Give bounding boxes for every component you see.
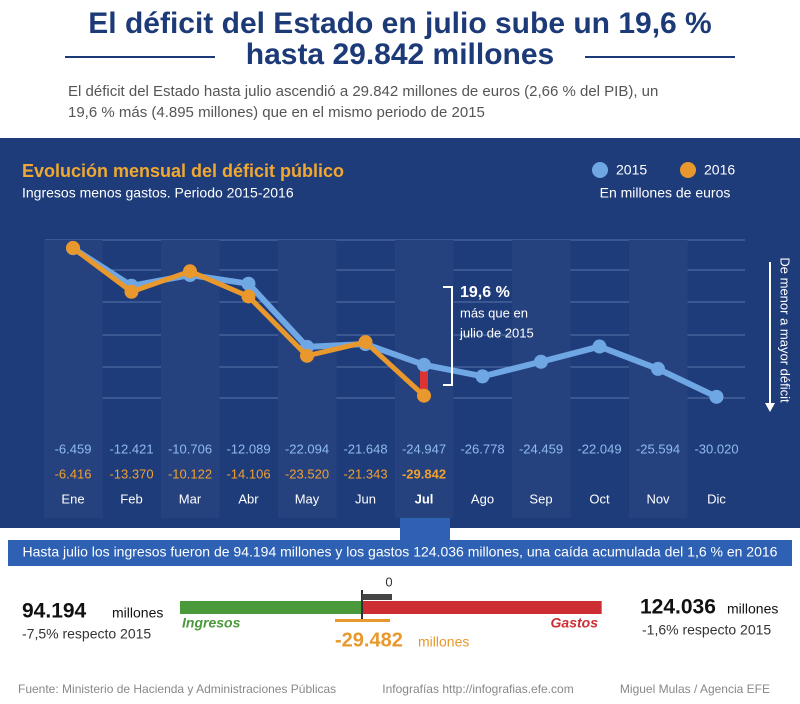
spending-value: 124.036 — [640, 596, 716, 619]
point — [66, 240, 80, 255]
income-bar — [180, 601, 362, 614]
unit-note: En millones de euros — [600, 185, 731, 201]
point — [534, 354, 548, 369]
income-unit: millones — [112, 605, 163, 621]
x-tick-label: May — [295, 491, 320, 506]
x-tick-label: Sep — [529, 491, 552, 506]
x-tick-label: Nov — [646, 491, 670, 506]
point — [183, 264, 197, 279]
point — [417, 357, 431, 372]
arrow — [765, 403, 775, 412]
x-tick-label: Ene — [61, 491, 84, 506]
legend-marker — [680, 162, 696, 178]
value-label: -24.947 — [402, 441, 446, 456]
chart-subtitle: Ingresos menos gastos. Periodo 2015-2016 — [22, 185, 294, 201]
x-tick-label: Feb — [120, 491, 142, 506]
x-tick-label: Dic — [707, 491, 726, 506]
title: hasta 29.842 millones — [246, 38, 555, 71]
spending-bar — [362, 601, 602, 614]
value-label: -13.370 — [109, 466, 153, 481]
chart-title: Evolución mensual del déficit público — [22, 161, 344, 181]
value-label: -30.020 — [694, 441, 738, 456]
footer: Miguel Mulas / Agencia EFE — [620, 682, 770, 696]
x-tick-label: Jul — [415, 491, 434, 506]
stripe — [44, 240, 103, 518]
value-label: -10.706 — [168, 441, 212, 456]
gap-bar — [420, 364, 428, 396]
value-label: -22.049 — [577, 441, 621, 456]
value-label: -29.842 — [402, 466, 446, 481]
subtitle: El déficit del Estado hasta julio ascend… — [68, 83, 658, 100]
banner-text: Hasta julio los ingresos fueron de 94.19… — [23, 544, 778, 560]
spending-unit: millones — [727, 601, 778, 617]
stripe — [278, 240, 337, 518]
x-tick-label: Jun — [355, 491, 376, 506]
point — [300, 348, 314, 363]
income-value: 94.194 — [22, 600, 87, 623]
value-label: -6.416 — [55, 466, 92, 481]
banner — [8, 540, 792, 566]
point — [241, 289, 256, 304]
value-label: -25.594 — [636, 441, 680, 456]
income-change: -7,5% respecto 2015 — [22, 626, 151, 642]
footer: Fuente: Ministerio de Hacienda y Adminis… — [18, 682, 336, 696]
x-tick-label: Ago — [471, 491, 494, 506]
value-label: -14.106 — [226, 466, 270, 481]
value-label: -21.343 — [343, 466, 387, 481]
spending-change: -1,6% respecto 2015 — [642, 622, 771, 638]
zero-label: 0 — [385, 574, 392, 589]
axis-label: De menor a mayor déficit — [778, 257, 793, 403]
stripe — [161, 240, 220, 518]
legend-label: 2016 — [704, 162, 735, 178]
annotation: más que en — [460, 305, 528, 320]
value-label: -10.122 — [168, 466, 212, 481]
point — [709, 389, 724, 404]
value-label: -12.089 — [226, 441, 270, 456]
point — [651, 361, 665, 376]
legend-marker — [592, 162, 608, 178]
result-underline — [335, 619, 390, 622]
highlight — [400, 518, 450, 542]
value-label: -26.778 — [460, 441, 504, 456]
result-value: -29.482 — [335, 629, 403, 651]
x-tick-label: Oct — [589, 491, 610, 506]
annotation-value: 19,6 % — [460, 284, 510, 301]
point — [475, 369, 490, 384]
result-unit: millones — [418, 634, 469, 650]
value-label: -6.459 — [55, 441, 92, 456]
legend-label: 2015 — [616, 162, 647, 178]
spending-name: Gastos — [551, 615, 599, 631]
point — [592, 339, 607, 354]
value-label: -12.421 — [109, 441, 153, 456]
x-tick-label: Mar — [179, 491, 202, 506]
value-label: -24.459 — [519, 441, 563, 456]
value-label: -23.520 — [285, 466, 329, 481]
annotation: julio de 2015 — [459, 325, 534, 340]
point — [124, 284, 139, 299]
point — [241, 276, 256, 291]
point — [358, 335, 373, 350]
x-tick-label: Abr — [238, 491, 259, 506]
footer: Infografías http://infografias.efe.com — [382, 682, 573, 696]
value-label: -22.094 — [285, 441, 329, 456]
income-name: Ingresos — [182, 615, 241, 631]
subtitle: 19,6 % más (4.895 millones) que en el mi… — [68, 104, 485, 121]
stripe — [512, 240, 571, 518]
value-label: -21.648 — [343, 441, 387, 456]
bracket — [443, 286, 453, 386]
title: El déficit del Estado en julio sube un 1… — [88, 7, 711, 40]
zero-mark — [362, 594, 392, 600]
point — [417, 388, 431, 403]
